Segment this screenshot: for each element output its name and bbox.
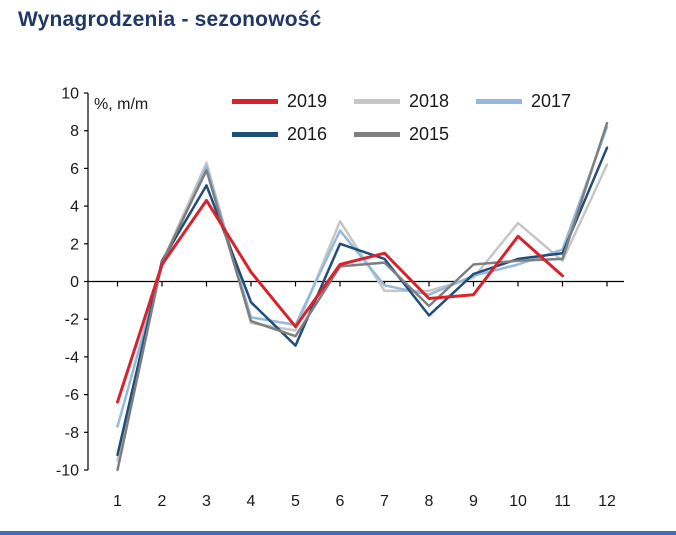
- legend-item-2018: 2018: [354, 91, 476, 112]
- y-tick-label: 2: [70, 236, 79, 253]
- legend-label-2015: 2015: [409, 123, 450, 144]
- legend-line-swatch-2015: [354, 131, 400, 137]
- legend-item-2016: 2016: [232, 124, 354, 145]
- chart-legend: 2019 2018 2017 2016 2015: [232, 88, 598, 154]
- legend-line-swatch-2016: [232, 131, 278, 137]
- y-tick-label: 6: [70, 161, 79, 178]
- series-line-2016: [116, 146, 609, 457]
- legend-item-2015: 2015: [354, 124, 476, 145]
- y-axis-unit-label: %, m/m: [94, 96, 149, 113]
- legend-row-2: 2016 2015: [232, 121, 598, 147]
- x-tick-label: 5: [291, 493, 300, 510]
- y-tick-label: 0: [70, 274, 79, 291]
- legend-label-2018: 2018: [409, 90, 450, 111]
- legend-item-2017: 2017: [476, 91, 598, 112]
- x-tick-label: 1: [113, 493, 122, 510]
- y-tick-label: -6: [65, 387, 79, 404]
- y-tick-label: 8: [70, 123, 79, 140]
- x-tick-label: 3: [202, 493, 211, 510]
- legend-row-1: 2019 2018 2017: [232, 88, 598, 114]
- y-tick-label: 4: [70, 199, 79, 216]
- y-tick-label: 10: [61, 86, 79, 103]
- series-line-2015: [116, 121, 609, 472]
- x-tick-label: 7: [380, 493, 389, 510]
- legend-label-2019: 2019: [287, 90, 328, 111]
- x-tick-label: 2: [158, 493, 167, 510]
- legend-line-swatch-2018: [354, 98, 400, 104]
- legend-label-2017: 2017: [531, 90, 572, 111]
- x-tick-label: 6: [336, 493, 345, 510]
- legend-label-2016: 2016: [287, 123, 328, 144]
- legend-line-swatch-2019: [232, 98, 278, 104]
- series-line-2018: [116, 161, 609, 462]
- x-tick-label: 8: [425, 493, 434, 510]
- x-tick-label: 4: [247, 493, 256, 510]
- bottom-accent-bar: [0, 531, 676, 535]
- legend-item-2019: 2019: [232, 91, 354, 112]
- x-tick-label: 11: [554, 493, 571, 510]
- legend-line-swatch-2017: [476, 98, 522, 104]
- y-tick-label: -10: [56, 463, 79, 480]
- x-tick-label: 10: [509, 493, 527, 510]
- y-tick-label: -8: [65, 425, 79, 442]
- y-tick-label: -2: [65, 312, 79, 329]
- page-title: Wynagrodzenia - sezonowość: [18, 8, 322, 31]
- series-line-2017: [116, 125, 609, 428]
- x-tick-label: 9: [469, 493, 478, 510]
- series-line-2019: [116, 198, 564, 404]
- x-tick-label: 12: [598, 493, 616, 510]
- y-tick-label: -4: [65, 349, 79, 366]
